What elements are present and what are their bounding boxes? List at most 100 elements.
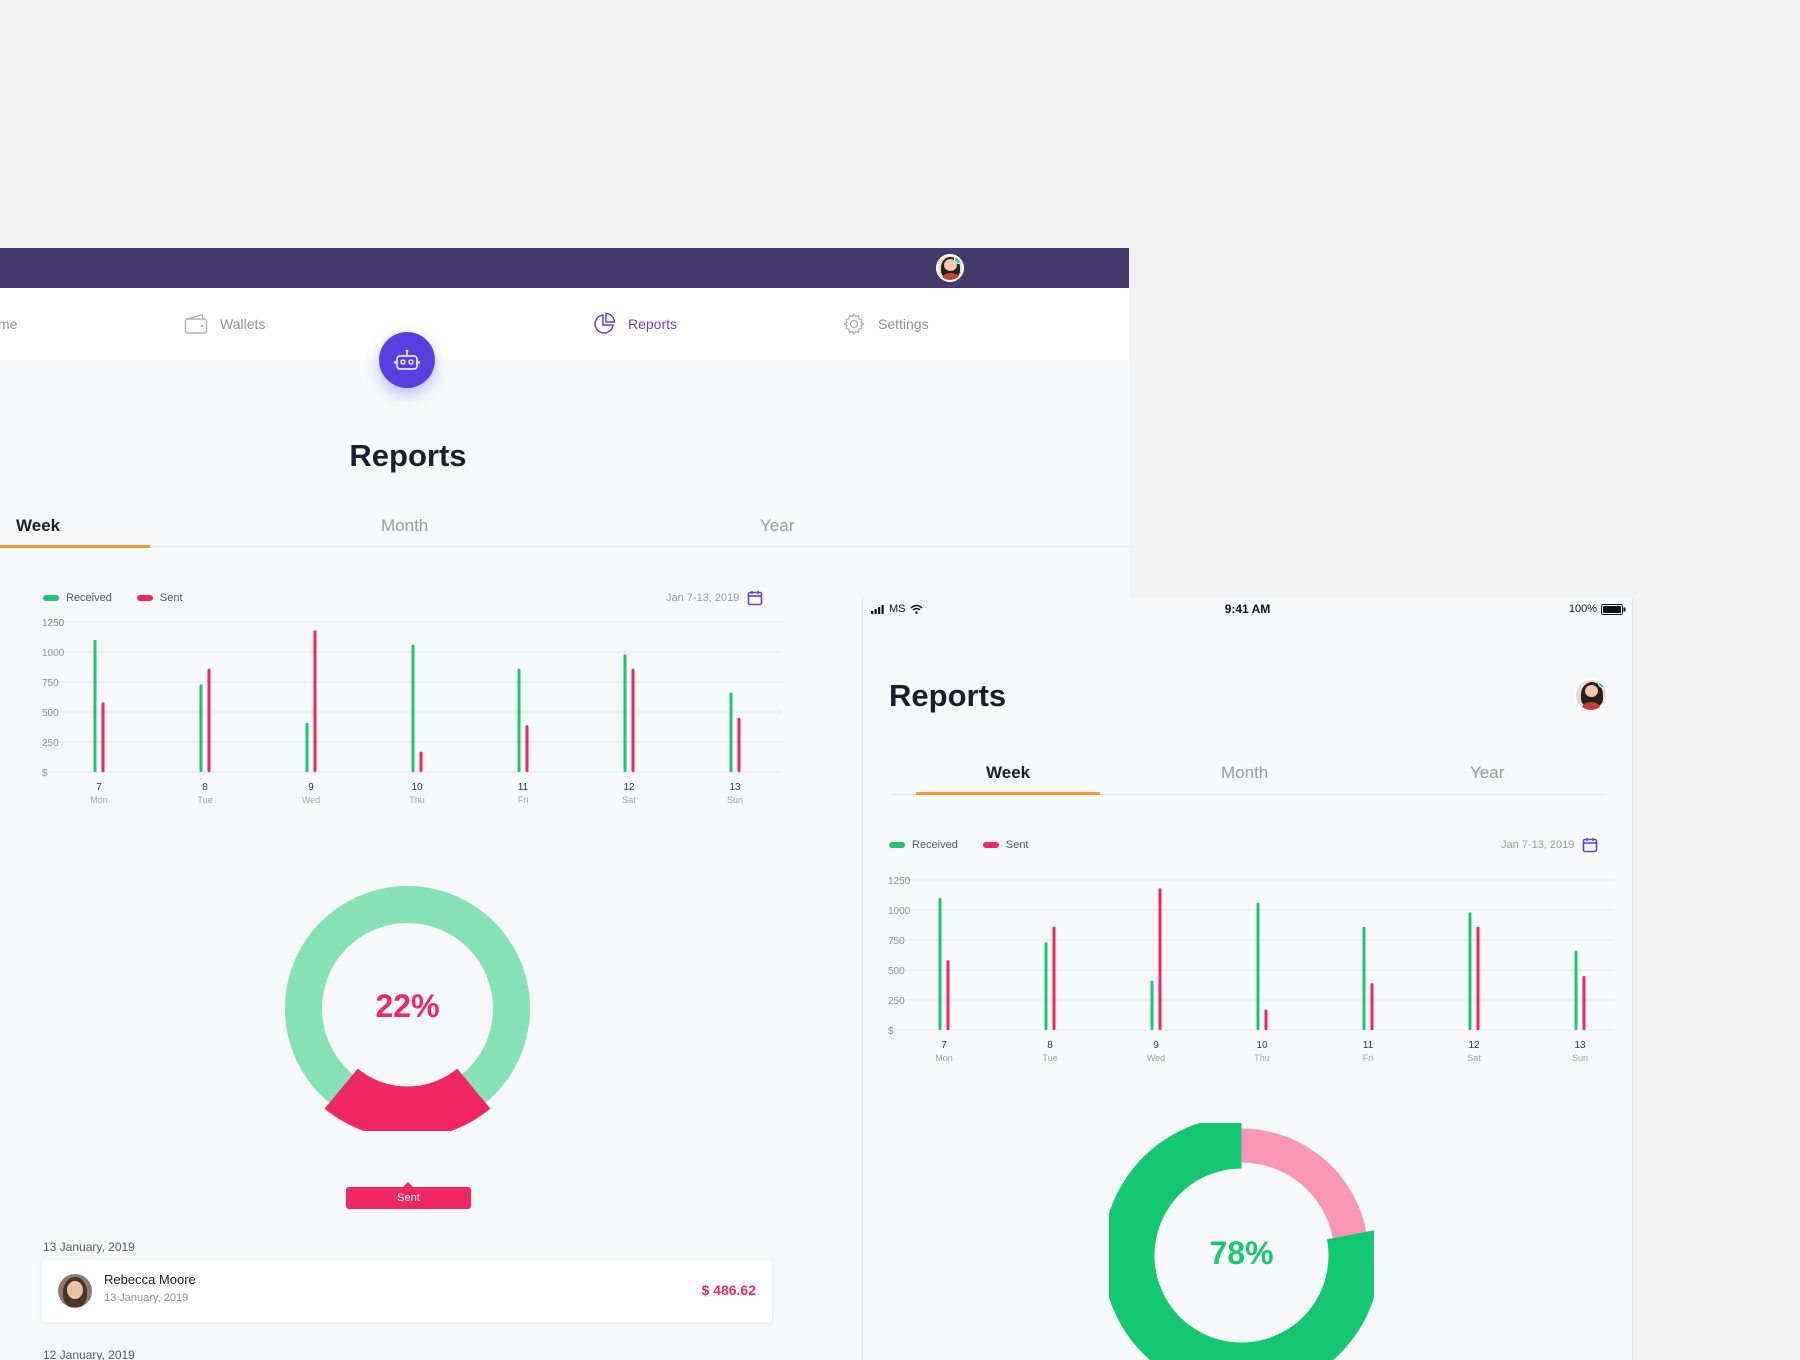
transactions-date-heading-2: 12 January, 2019 xyxy=(43,1348,135,1360)
x-tick-label: 8 xyxy=(1047,1040,1053,1051)
x-tick-sublabel: Wed xyxy=(1147,1053,1165,1063)
legend-sent-swatch xyxy=(982,842,999,848)
y-tick-label: 1250 xyxy=(888,876,911,887)
bar-sent xyxy=(313,630,317,772)
bar-received xyxy=(517,668,521,772)
calendar-icon[interactable] xyxy=(747,590,763,606)
legend-sent-swatch xyxy=(136,595,153,601)
donut-percent-label: 22% xyxy=(375,988,440,1024)
battery-icon xyxy=(1601,603,1626,615)
tab-year[interactable]: Year xyxy=(760,516,795,535)
bar-received xyxy=(1574,950,1578,1030)
x-tick-sublabel: Thu xyxy=(1254,1053,1270,1063)
bar-sent xyxy=(525,725,529,772)
nav-item-home-label: me xyxy=(0,316,18,332)
nav-item-home[interactable]: me xyxy=(0,288,17,360)
x-tick-label: 12 xyxy=(623,782,635,793)
y-tick-label: 1000 xyxy=(42,648,65,659)
sent-donut-chart: 22% xyxy=(285,886,530,1139)
user-avatar[interactable] xyxy=(1574,678,1608,712)
bar-received xyxy=(305,722,309,772)
pie-chart-icon xyxy=(594,312,616,334)
transactions-date-heading: 13 January, 2019 xyxy=(43,1240,135,1254)
y-tick-label: 1000 xyxy=(888,906,911,917)
x-tick-label: 7 xyxy=(941,1040,947,1051)
donut-received-segment xyxy=(1102,1116,1381,1360)
bar-sent xyxy=(946,960,950,1030)
legend-received-swatch xyxy=(43,595,59,601)
x-tick-sublabel: Mon xyxy=(90,795,108,805)
mobile-window: MS 9:41 AM 100% Reports Week Month Year … xyxy=(862,598,1633,1360)
contact-name: Rebecca Moore xyxy=(104,1272,196,1287)
tab-week-underline xyxy=(916,792,1100,795)
battery-label: 100% xyxy=(1568,603,1597,615)
x-tick-label: 10 xyxy=(1256,1040,1268,1051)
x-tick-label: 10 xyxy=(411,782,423,793)
y-tick-label: 500 xyxy=(888,966,905,977)
donut-percent-label: 78% xyxy=(1209,1235,1274,1271)
calendar-icon[interactable] xyxy=(1582,837,1598,853)
x-tick-sublabel: Sat xyxy=(622,795,636,805)
transaction-amount: $ 486.62 xyxy=(701,1282,757,1298)
y-tick-label: $ xyxy=(42,768,48,779)
transaction-date: 13 January, 2019 xyxy=(104,1292,189,1304)
bar-sent xyxy=(419,751,423,772)
y-tick-label: 250 xyxy=(42,738,59,749)
tab-month[interactable]: Month xyxy=(1221,763,1269,782)
nav-item-wallets-label: Wallets xyxy=(220,316,266,332)
date-range-picker[interactable]: Jan 7-13, 2019 xyxy=(666,590,763,606)
chart-legend: Received Sent xyxy=(43,592,183,604)
legend-received-label: Received xyxy=(912,839,958,851)
bar-received xyxy=(729,692,733,772)
nav-item-wallets[interactable]: Wallets xyxy=(184,288,265,360)
legend-sent-label: Sent xyxy=(159,592,183,604)
date-range-picker[interactable]: Jan 7-13, 2019 xyxy=(1501,837,1598,853)
x-tick-sublabel: Tue xyxy=(1042,1053,1057,1063)
contact-avatar xyxy=(58,1274,92,1308)
bar-sent xyxy=(1582,976,1586,1030)
nav-item-settings[interactable]: Settings xyxy=(842,288,929,360)
bar-received xyxy=(623,654,627,772)
y-tick-label: 1250 xyxy=(42,618,65,629)
tab-week-underline xyxy=(0,545,150,548)
y-tick-label: 750 xyxy=(888,936,905,947)
x-tick-sublabel: Tue xyxy=(197,795,212,805)
legend-received-label: Received xyxy=(66,592,112,604)
x-tick-sublabel: Mon xyxy=(935,1053,953,1063)
tab-year[interactable]: Year xyxy=(1470,763,1505,782)
bar-sent xyxy=(631,668,635,772)
tab-month[interactable]: Month xyxy=(381,516,429,535)
nav-item-reports-label: Reports xyxy=(628,316,678,332)
tab-week[interactable]: Week xyxy=(986,763,1031,782)
status-time: 9:41 AM xyxy=(1224,602,1271,616)
donut-sent-segment xyxy=(1240,1128,1367,1239)
x-tick-sublabel: Sat xyxy=(1467,1053,1481,1063)
x-tick-label: 8 xyxy=(202,782,208,793)
carrier-label: MS xyxy=(889,603,906,615)
tab-week[interactable]: Week xyxy=(16,516,61,535)
legend-received-swatch xyxy=(889,842,905,848)
user-avatar[interactable] xyxy=(936,254,964,282)
robot-icon xyxy=(394,349,420,370)
bar-received xyxy=(1362,926,1366,1030)
bar-received xyxy=(1256,902,1260,1030)
x-tick-label: 11 xyxy=(518,782,529,793)
page-title: Reports xyxy=(349,438,467,473)
chart-legend: Received Sent xyxy=(889,839,1029,851)
bar-received xyxy=(93,640,97,772)
y-tick-label: 750 xyxy=(42,678,59,689)
online-indicator xyxy=(954,256,962,264)
main-nav: me Wallets Reports Settings xyxy=(0,288,1129,360)
status-left: MS xyxy=(871,603,923,615)
status-bar: MS 9:41 AM 100% xyxy=(863,598,1632,620)
transaction-row[interactable]: Rebecca Moore 13 January, 2019 $ 486.62 xyxy=(42,1260,772,1322)
date-range-label: Jan 7-13, 2019 xyxy=(1501,839,1575,851)
online-indicator xyxy=(1598,680,1606,688)
nav-item-reports[interactable]: Reports xyxy=(592,288,677,360)
top-bar xyxy=(0,248,1129,288)
bar-received xyxy=(1468,912,1472,1030)
donut-sent-segment xyxy=(324,1068,491,1139)
bar-chart: $250 500 750 1000 1250 7 Mon 8 Tue 9 Wed 10 Thu 11 Fri… xyxy=(42,618,782,805)
robot-fab-button[interactable] xyxy=(379,332,435,388)
status-right: 100% xyxy=(1569,603,1626,615)
